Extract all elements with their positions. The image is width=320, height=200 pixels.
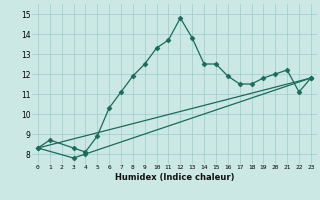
X-axis label: Humidex (Indice chaleur): Humidex (Indice chaleur) (115, 173, 234, 182)
